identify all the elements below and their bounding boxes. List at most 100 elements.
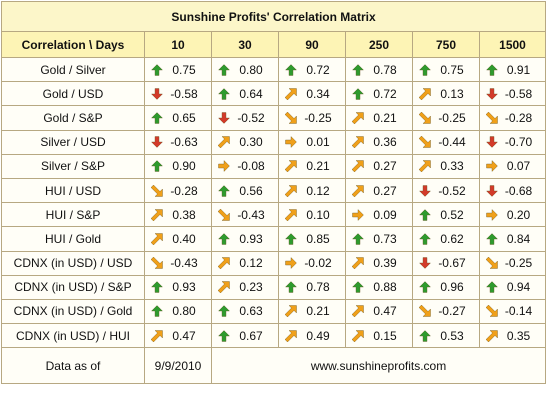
correlation-value: 0.27 [373, 159, 397, 174]
correlation-cell: 0.07 [478, 153, 547, 179]
down-arrow-icon [419, 184, 431, 197]
correlation-cell: 0.27 [345, 177, 413, 204]
table-row: CDNX (in USD) / S&P 0.93 0.23 0.78 0.88 0.96 0… [1, 274, 547, 300]
correlation-cell: 0.88 [345, 274, 413, 300]
correlation-value: -0.68 [504, 183, 533, 198]
correlation-cell: 0.36 [345, 129, 413, 155]
up-right-arrow-icon [285, 160, 297, 173]
correlation-value: -0.58 [170, 86, 198, 101]
correlation-value: 0.72 [306, 62, 330, 77]
correlation-value: 0.62 [440, 231, 464, 246]
row-label: CDNX (in USD) / HUI [1, 323, 145, 349]
table-row: Gold / USD -0.58 0.64 0.34 0.72 0.13 -0.58 [1, 81, 547, 107]
up-arrow-icon [151, 112, 163, 124]
up-arrow-icon [352, 233, 364, 245]
table-row: Gold / Silver 0.75 0.80 0.72 0.78 0.75 0.91 [1, 56, 547, 83]
down-right-arrow-icon [218, 208, 230, 221]
up-right-arrow-icon [151, 233, 163, 245]
correlation-value: 0.21 [306, 159, 330, 174]
correlation-cell: -0.25 [412, 105, 480, 131]
correlation-value: 0.23 [239, 280, 263, 295]
correlation-value: 0.80 [239, 62, 263, 77]
down-right-arrow-icon [486, 111, 498, 124]
correlation-value: 0.40 [172, 231, 196, 246]
correlation-cell: 0.27 [345, 153, 413, 179]
correlation-cell: -0.25 [278, 105, 346, 131]
up-arrow-icon [352, 63, 364, 76]
down-right-arrow-icon [285, 111, 297, 124]
correlation-cell: 0.01 [278, 129, 346, 155]
row-label: HUI / USD [1, 177, 145, 204]
table-row: Silver / S&P 0.90 -0.08 0.21 0.27 0.33 0.07 [1, 153, 547, 179]
correlation-cell: 0.40 [144, 226, 212, 252]
correlation-value: 0.80 [172, 304, 196, 319]
down-arrow-icon [151, 88, 163, 100]
up-right-arrow-icon [285, 209, 297, 221]
correlation-cell: -0.58 [478, 81, 547, 107]
correlation-cell: 0.49 [278, 323, 346, 349]
correlation-cell: 0.93 [144, 274, 212, 300]
up-right-arrow-icon [419, 88, 431, 100]
table-title: Sunshine Profits' Correlation Matrix [0, 1, 547, 32]
right-arrow-icon [486, 208, 498, 221]
correlation-value: -0.25 [438, 110, 466, 125]
correlation-value: 0.34 [306, 86, 330, 101]
up-right-arrow-icon [285, 184, 297, 197]
correlation-cell: 0.47 [144, 323, 212, 349]
correlation-cell: 0.62 [412, 226, 480, 252]
correlation-value: -0.25 [304, 110, 332, 125]
up-right-arrow-icon [218, 281, 230, 294]
correlation-cell: -0.70 [478, 129, 547, 155]
up-arrow-icon [419, 233, 431, 245]
correlation-value: -0.70 [504, 135, 533, 150]
correlation-cell: -0.28 [478, 105, 547, 131]
up-right-arrow-icon [218, 257, 230, 270]
correlation-cell: 0.34 [278, 81, 346, 107]
correlation-cell: 0.84 [478, 226, 547, 252]
correlation-cell: 0.72 [345, 81, 413, 107]
row-label: Silver / USD [1, 129, 145, 155]
correlation-cell: 0.75 [144, 56, 212, 83]
row-label: Gold / Silver [1, 56, 145, 83]
data-as-of-label: Data as of [1, 347, 145, 385]
correlation-value: 0.33 [440, 159, 464, 174]
correlation-value: 0.85 [306, 231, 330, 246]
correlation-value: 0.27 [373, 183, 397, 198]
down-arrow-icon [218, 112, 230, 124]
down-right-arrow-icon [151, 257, 163, 269]
correlation-cell: 0.63 [211, 298, 279, 325]
correlation-cell: 0.78 [278, 274, 346, 300]
down-right-arrow-icon [486, 305, 498, 318]
up-arrow-icon [285, 63, 297, 76]
correlation-cell: 0.15 [345, 323, 413, 349]
correlation-value: -0.27 [438, 304, 466, 319]
up-arrow-icon [486, 281, 498, 293]
up-right-arrow-icon [352, 329, 364, 342]
correlation-cell: 0.30 [211, 129, 279, 155]
correlation-cell: 0.10 [278, 202, 346, 228]
down-arrow-icon [486, 184, 498, 197]
table-row: Gold / S&P 0.65 -0.52 -0.25 0.21 -0.25 -0.28 [1, 105, 547, 131]
correlation-value: 0.10 [306, 207, 330, 222]
correlation-cell: -0.44 [412, 129, 480, 155]
up-arrow-icon [151, 160, 163, 173]
correlation-cell: -0.28 [144, 177, 212, 204]
correlation-cell: -0.58 [144, 81, 212, 107]
correlation-cell: 0.12 [211, 250, 279, 276]
correlation-cell: 0.93 [211, 226, 279, 252]
correlation-cell: 0.85 [278, 226, 346, 252]
correlation-value: 0.15 [373, 328, 397, 343]
correlation-cell: 0.20 [478, 202, 547, 228]
header-days-30: 30 [211, 31, 279, 58]
correlation-value: 0.21 [306, 304, 330, 319]
up-right-arrow-icon [352, 257, 364, 270]
correlation-cell: 0.94 [478, 274, 547, 300]
up-right-arrow-icon [151, 209, 163, 221]
correlation-value: 0.20 [506, 207, 531, 222]
down-arrow-icon [151, 136, 163, 148]
table-row: CDNX (in USD) / HUI 0.47 0.67 0.49 0.15 0.53 0… [1, 323, 547, 349]
down-arrow-icon [419, 257, 431, 269]
right-arrow-icon [285, 136, 297, 149]
correlation-cell: 0.75 [412, 56, 480, 83]
up-right-arrow-icon [285, 329, 297, 342]
